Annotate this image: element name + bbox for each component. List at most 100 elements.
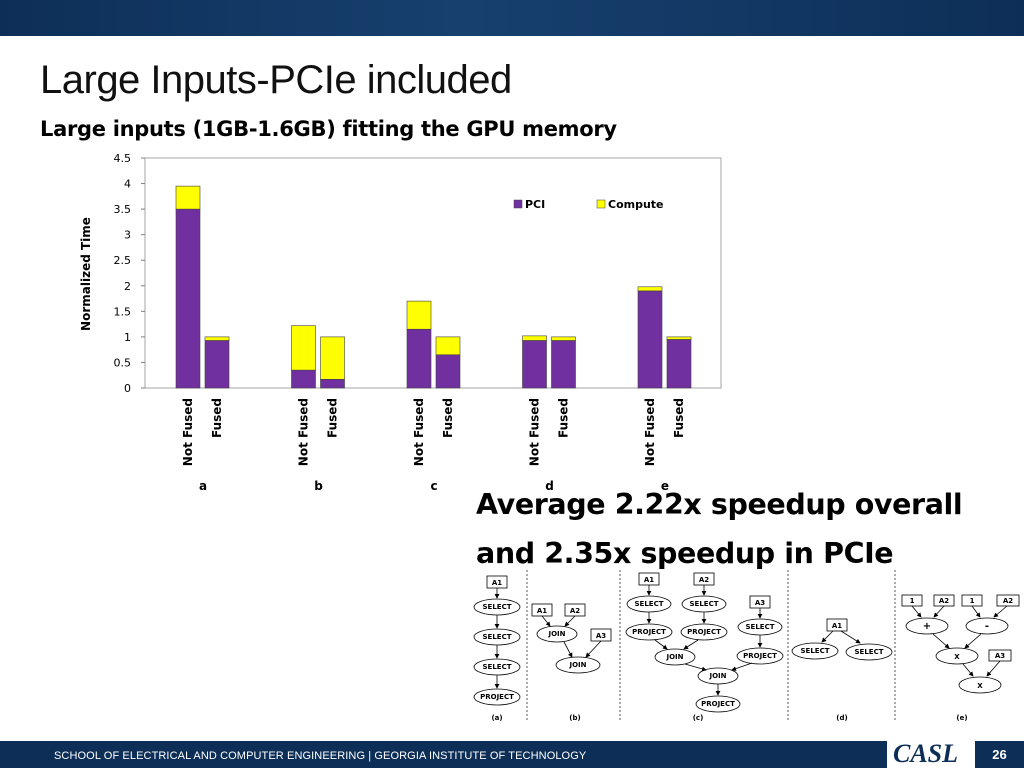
- bar-label: Not Fused: [412, 398, 426, 466]
- node-label: JOIN: [708, 672, 726, 680]
- y-tick-label: 4: [124, 178, 131, 191]
- page-number-box: 26: [975, 741, 1024, 768]
- node-label: JOIN: [547, 630, 565, 638]
- bars: [175, 185, 692, 389]
- bar-pci-d-1: [551, 340, 576, 389]
- plot-area: [144, 157, 722, 389]
- query-plan-diagrams: A1 SELECT SELECT SELECT PROJECT (a) A1 A…: [473, 570, 1020, 722]
- bar-pci-a-0: [175, 208, 201, 389]
- casl-logo: CASL: [893, 739, 959, 768]
- bar-label: Fused: [672, 398, 686, 438]
- bar-compute-a-1: [204, 336, 230, 341]
- diagram-b: [531, 603, 612, 674]
- slide-title: Large Inputs-PCIe included: [40, 58, 512, 102]
- node-label: SELECT: [801, 647, 830, 655]
- stacked-bar-chart: 0 0.5 1 1.5 2 2.5 3 3.5 4 4.5 Normalized Time Not…: [79, 152, 722, 493]
- bar-compute-b-1: [320, 336, 345, 380]
- node-label: A2: [570, 607, 580, 615]
- diagram-a: [473, 575, 521, 706]
- node-label: A1: [644, 576, 654, 584]
- node-ellipse: [473, 688, 521, 706]
- bar-compute-a-0: [175, 185, 201, 210]
- diagram-caption: (c): [693, 714, 704, 722]
- diagram-caption: (b): [569, 714, 580, 722]
- y-tick-label: 1.5: [114, 305, 132, 318]
- node-label: A1: [832, 622, 842, 630]
- node-label: A2: [939, 597, 949, 605]
- bar-compute-e-0: [637, 286, 663, 292]
- node-label: 1: [970, 597, 975, 605]
- legend: PCI Compute: [513, 198, 664, 211]
- bar-pci-b-1: [320, 379, 345, 389]
- bar-label: Fused: [441, 398, 455, 438]
- node-label: X: [977, 682, 983, 690]
- slide-subtitle: Large inputs (1GB-1.6GB) fitting the GPU…: [40, 117, 617, 141]
- diagram-caption: (d): [836, 714, 847, 722]
- y-axis-label: Normalized Time: [79, 217, 93, 331]
- node-label: A2: [699, 576, 709, 584]
- node-label: A3: [596, 632, 606, 640]
- bar-label: Not Fused: [181, 398, 195, 466]
- bar-pci-c-1: [435, 354, 461, 389]
- bar-label: Fused: [210, 398, 224, 438]
- callout-line-2: and 2.35x speedup in PCIe: [476, 537, 894, 570]
- node-label: A1: [492, 579, 502, 587]
- node-label: +: [923, 621, 931, 632]
- bar-label: Fused: [326, 398, 340, 438]
- node-label: A3: [995, 652, 1005, 660]
- node-label: A3: [755, 599, 765, 607]
- y-tick-label: 4.5: [114, 152, 132, 165]
- node-label: A2: [1003, 597, 1013, 605]
- group-label: b: [314, 479, 323, 493]
- node-label: SELECT: [855, 648, 884, 656]
- bar-compute-c-1: [435, 336, 461, 356]
- legend-swatch-compute: [596, 199, 606, 209]
- node-label: PROJECT: [480, 693, 514, 701]
- bar-pci-d-0: [522, 340, 547, 389]
- footer-bar: SCHOOL OF ELECTRICAL AND COMPUTER ENGINE…: [0, 739, 1024, 768]
- y-tick-label: 3.5: [114, 203, 132, 216]
- bar-compute-c-0: [406, 300, 432, 330]
- bar-compute-d-1: [551, 336, 576, 341]
- node-label: PROJECT: [701, 700, 735, 708]
- y-tick-label: 1: [124, 331, 131, 344]
- bar-pci-b-0: [291, 369, 316, 389]
- page-number: 26: [992, 747, 1007, 762]
- node-label: PROJECT: [687, 628, 721, 636]
- node-label: SELECT: [635, 600, 664, 608]
- group-label: e: [661, 479, 669, 493]
- node-label: SELECT: [690, 600, 719, 608]
- diagram-caption: (a): [491, 714, 502, 722]
- diagram-d: [791, 618, 893, 661]
- y-tick-label: 0: [124, 382, 131, 395]
- bar-label: Fused: [557, 398, 571, 438]
- node-label: 1: [910, 597, 915, 605]
- node-label: A1: [537, 607, 547, 615]
- node-label: SELECT: [746, 623, 775, 631]
- bar-pci-a-1: [204, 340, 230, 389]
- group-label: c: [430, 479, 437, 493]
- y-tick-label: 2.5: [114, 254, 132, 267]
- node-label: X: [954, 653, 960, 661]
- bar-pci-e-1: [666, 339, 692, 389]
- top-banner: [0, 0, 1024, 36]
- bar-compute-b-0: [291, 325, 316, 371]
- y-axis: 0 0.5 1 1.5 2 2.5 3 3.5 4 4.5: [114, 152, 145, 395]
- node-label: PROJECT: [743, 652, 777, 660]
- node-label: -: [985, 621, 989, 632]
- node-label: JOIN: [665, 653, 683, 661]
- callout-line-1: Average 2.22x speedup overall: [476, 488, 963, 521]
- node-label: SELECT: [483, 603, 512, 611]
- group-label: a: [199, 479, 207, 493]
- y-tick-label: 3: [124, 229, 131, 242]
- bar-label: Not Fused: [297, 398, 311, 466]
- bar-pci-e-0: [637, 290, 663, 389]
- bar-compute-e-1: [666, 336, 692, 340]
- node-label: JOIN: [568, 661, 586, 669]
- node-label: SELECT: [483, 633, 512, 641]
- speedup-callout: Average 2.22x speedup overall and 2.35x …: [476, 480, 963, 578]
- bar-pci-c-0: [406, 328, 432, 389]
- diagram-e: [901, 594, 1020, 694]
